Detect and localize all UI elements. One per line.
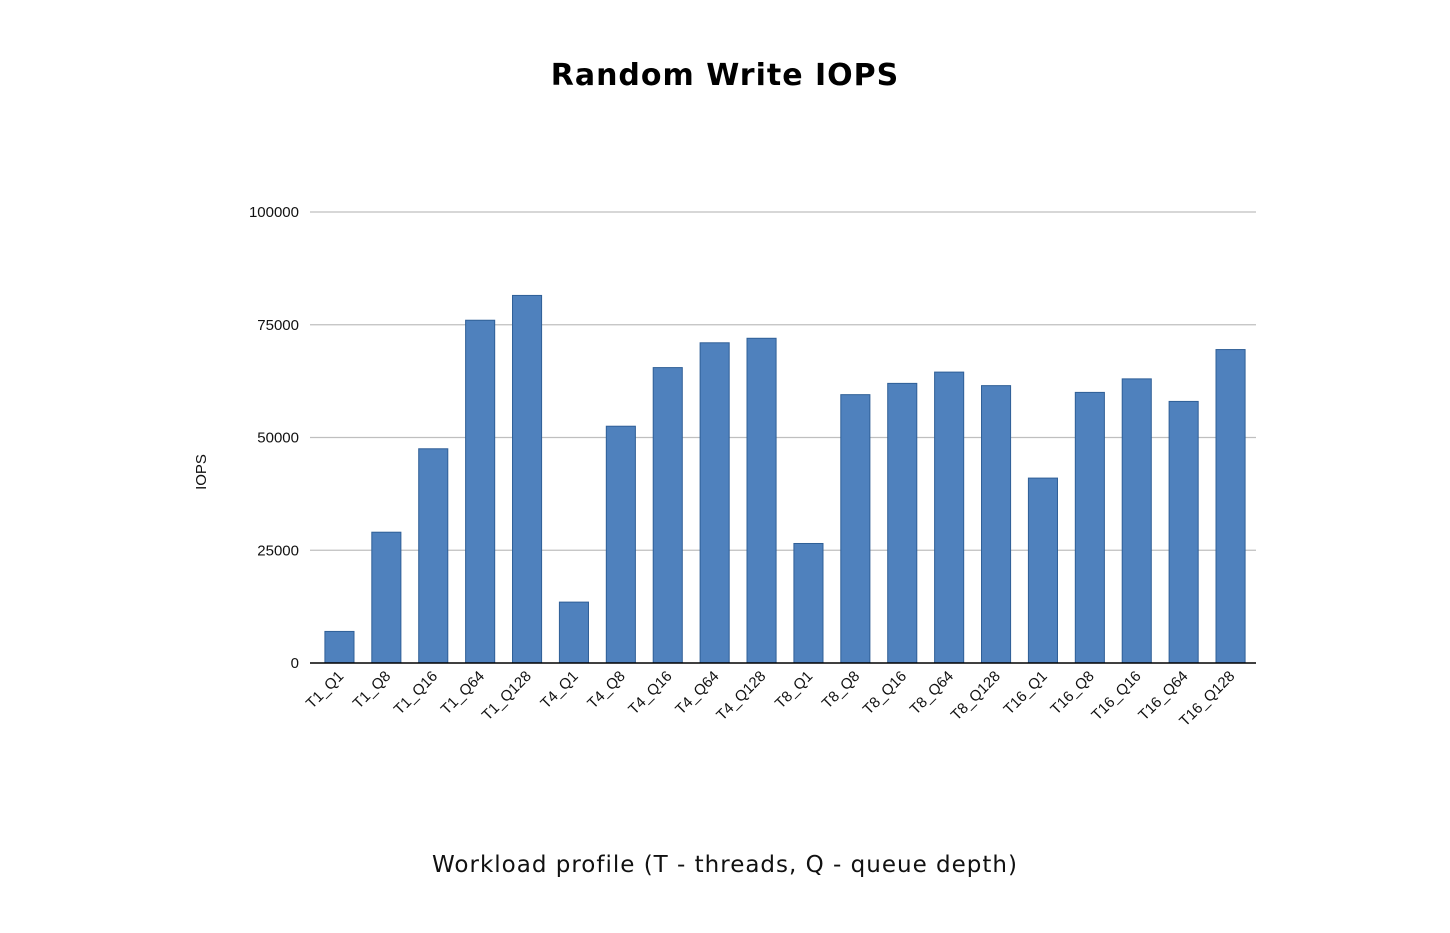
bar-T16_Q1 (1027, 477, 1058, 664)
bar-T1_Q1 (324, 630, 355, 664)
bar-T1_Q8 (371, 531, 402, 664)
bar-T1_Q128 (512, 294, 543, 664)
x-tick-label: T1_Q16 (391, 668, 441, 718)
bar-T8_Q64 (934, 371, 965, 664)
bar-T4_Q64 (699, 342, 730, 664)
y-tick-label: 0 (291, 655, 299, 672)
bar-T4_Q8 (605, 425, 636, 664)
bars (324, 294, 1246, 664)
bar-T16_Q128 (1215, 349, 1246, 664)
y-tick-label: 50000 (257, 430, 299, 447)
x-axis-label: Workload profile (T - threads, Q - queue… (432, 852, 1018, 878)
x-tick-label: T1_Q8 (350, 668, 394, 712)
x-tick-label: T1_Q128 (479, 668, 535, 724)
y-tick-label: 75000 (257, 317, 299, 334)
y-axis-label: IOPS (193, 454, 210, 490)
bar-T16_Q64 (1168, 400, 1199, 664)
bar-T1_Q64 (465, 319, 496, 664)
x-tick-label: T4_Q128 (713, 668, 769, 724)
bar-T16_Q16 (1121, 378, 1152, 664)
bar-T4_Q16 (652, 367, 683, 664)
bar-T4_Q128 (746, 337, 777, 664)
bar-T8_Q16 (887, 382, 918, 664)
y-tick-label: 100000 (249, 204, 299, 221)
x-tick-label: T8_Q16 (860, 668, 910, 718)
gridlines (310, 211, 1256, 551)
x-tick-label: T8_Q1 (772, 668, 816, 712)
bar-T16_Q8 (1074, 391, 1105, 664)
x-tick-label: T4_Q8 (584, 668, 628, 712)
x-tick-label: T8_Q128 (948, 668, 1004, 724)
x-tick-label: T1_Q1 (303, 668, 347, 712)
bar-T8_Q1 (793, 542, 824, 664)
y-tick-label: 25000 (257, 542, 299, 559)
x-tick-label: T16_Q1 (1000, 668, 1050, 718)
x-tick-label: T4_Q1 (537, 668, 581, 712)
bar-T8_Q8 (840, 394, 871, 664)
x-tick-label: T4_Q16 (625, 668, 675, 718)
x-tick-label: T16_Q16 (1088, 668, 1144, 724)
y-axis-ticks: 0 25000 50000 75000 100000 (249, 204, 299, 672)
chart-title: Random Write IOPS (550, 58, 900, 93)
bar-T1_Q16 (418, 448, 449, 664)
x-tick-label: T8_Q8 (819, 668, 863, 712)
bar-T4_Q1 (558, 601, 589, 664)
bar-T8_Q128 (981, 385, 1012, 664)
